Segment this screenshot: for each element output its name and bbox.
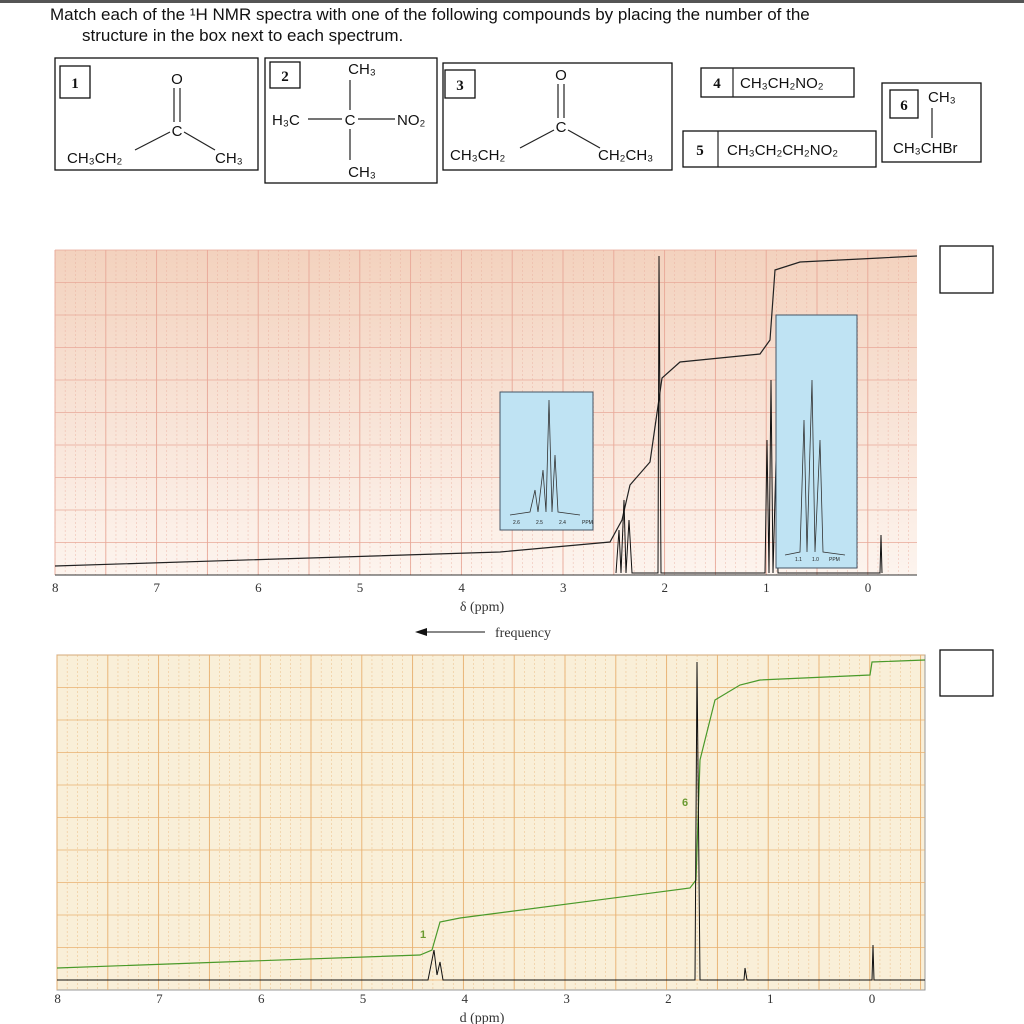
tick-label: 1 xyxy=(767,991,774,1006)
plot-area xyxy=(56,654,926,991)
atom: O xyxy=(555,67,567,84)
direction-label: frequency xyxy=(495,626,551,641)
compound-number: 2 xyxy=(281,69,289,85)
answer-box[interactable] xyxy=(939,649,994,697)
group: CH₂CH₃ xyxy=(598,147,653,164)
group: H₃C xyxy=(272,112,300,129)
tick-label: 1 xyxy=(763,580,770,595)
compound-number: 5 xyxy=(696,143,704,159)
integration-label: 1 xyxy=(420,929,426,941)
inset-label: 1.0 xyxy=(812,557,819,563)
tick-label: 8 xyxy=(52,580,59,595)
spectrum-2: 1 6 8 7 6 5 4 3 2 1 0 d (ppm) xyxy=(54,649,994,1024)
compound-number: 4 xyxy=(713,76,721,92)
group: CH₃ xyxy=(348,164,376,181)
integration-label: 6 xyxy=(682,797,688,809)
tick-label: 0 xyxy=(865,580,872,595)
answer-box[interactable] xyxy=(939,245,994,294)
tick-label: 8 xyxy=(54,991,61,1006)
question: Match each of the ¹H NMR spectra with on… xyxy=(50,5,810,24)
atom: C xyxy=(345,112,356,129)
atom: O xyxy=(171,71,183,88)
tick-label: 7 xyxy=(156,991,163,1006)
group: CH₃CH₂ xyxy=(450,147,505,164)
tick-label: 2 xyxy=(662,580,669,595)
question-line: Match each of the ¹H NMR spectra with on… xyxy=(50,5,810,45)
axis-label: d (ppm) xyxy=(460,1011,505,1024)
inset xyxy=(499,391,594,531)
atom: C xyxy=(172,123,183,140)
tick-label: 6 xyxy=(255,580,262,595)
inset-label: 2.5 xyxy=(536,520,543,526)
formula: CH₃CHBr xyxy=(893,140,957,157)
inset-label: 1.1 xyxy=(795,557,802,563)
compound-number: 3 xyxy=(456,78,464,94)
inset xyxy=(775,314,858,569)
tick-label: 2 xyxy=(665,991,672,1006)
top-bar xyxy=(0,0,1024,3)
inset-label: PPM xyxy=(829,557,840,563)
compound-3: 3 O C CH₃CH₂ CH₂CH₃ xyxy=(442,62,673,171)
tick-label: 3 xyxy=(563,991,570,1006)
group: CH₃ xyxy=(215,150,243,167)
tick-label: 4 xyxy=(458,580,465,595)
group: CH₃ xyxy=(348,61,376,78)
axis-label: δ (ppm) xyxy=(460,600,505,615)
group: CH₃CH₂ xyxy=(67,150,122,167)
compound-1: 1 O C CH₃CH₂ CH₃ xyxy=(54,57,259,171)
group: CH₃ xyxy=(928,89,956,106)
tick-label: 5 xyxy=(357,580,364,595)
group: NO₂ xyxy=(397,112,426,129)
tick-label: 7 xyxy=(154,580,161,595)
tick-label: 4 xyxy=(462,991,469,1006)
tick-label: 3 xyxy=(560,580,567,595)
compound-number: 6 xyxy=(900,98,908,114)
inset-label: 2.6 xyxy=(513,520,520,526)
compound-6: 6 CH₃ CH₃CHBr xyxy=(881,82,982,163)
formula: CH₃CH₂CH₂NO₂ xyxy=(727,142,838,159)
compound-5: 5 CH₃CH₂CH₂NO₂ xyxy=(682,130,877,168)
formula: CH₃CH₂NO₂ xyxy=(740,75,824,92)
tick-label: 5 xyxy=(360,991,367,1006)
tick-label: 0 xyxy=(869,991,876,1006)
tick-label: 6 xyxy=(258,991,265,1006)
inset-label: PPM xyxy=(582,520,593,526)
inset-label: 2.4 xyxy=(559,520,566,526)
compound-number: 1 xyxy=(71,76,79,92)
compound-4: 4 CH₃CH₂NO₂ xyxy=(700,67,855,98)
atom: C xyxy=(556,119,567,136)
spectrum-trace xyxy=(57,661,925,981)
compound-2: 2 CH₃ H₃C C NO₂ CH₃ xyxy=(264,57,438,184)
question: structure in the box next to each spectr… xyxy=(82,26,403,45)
